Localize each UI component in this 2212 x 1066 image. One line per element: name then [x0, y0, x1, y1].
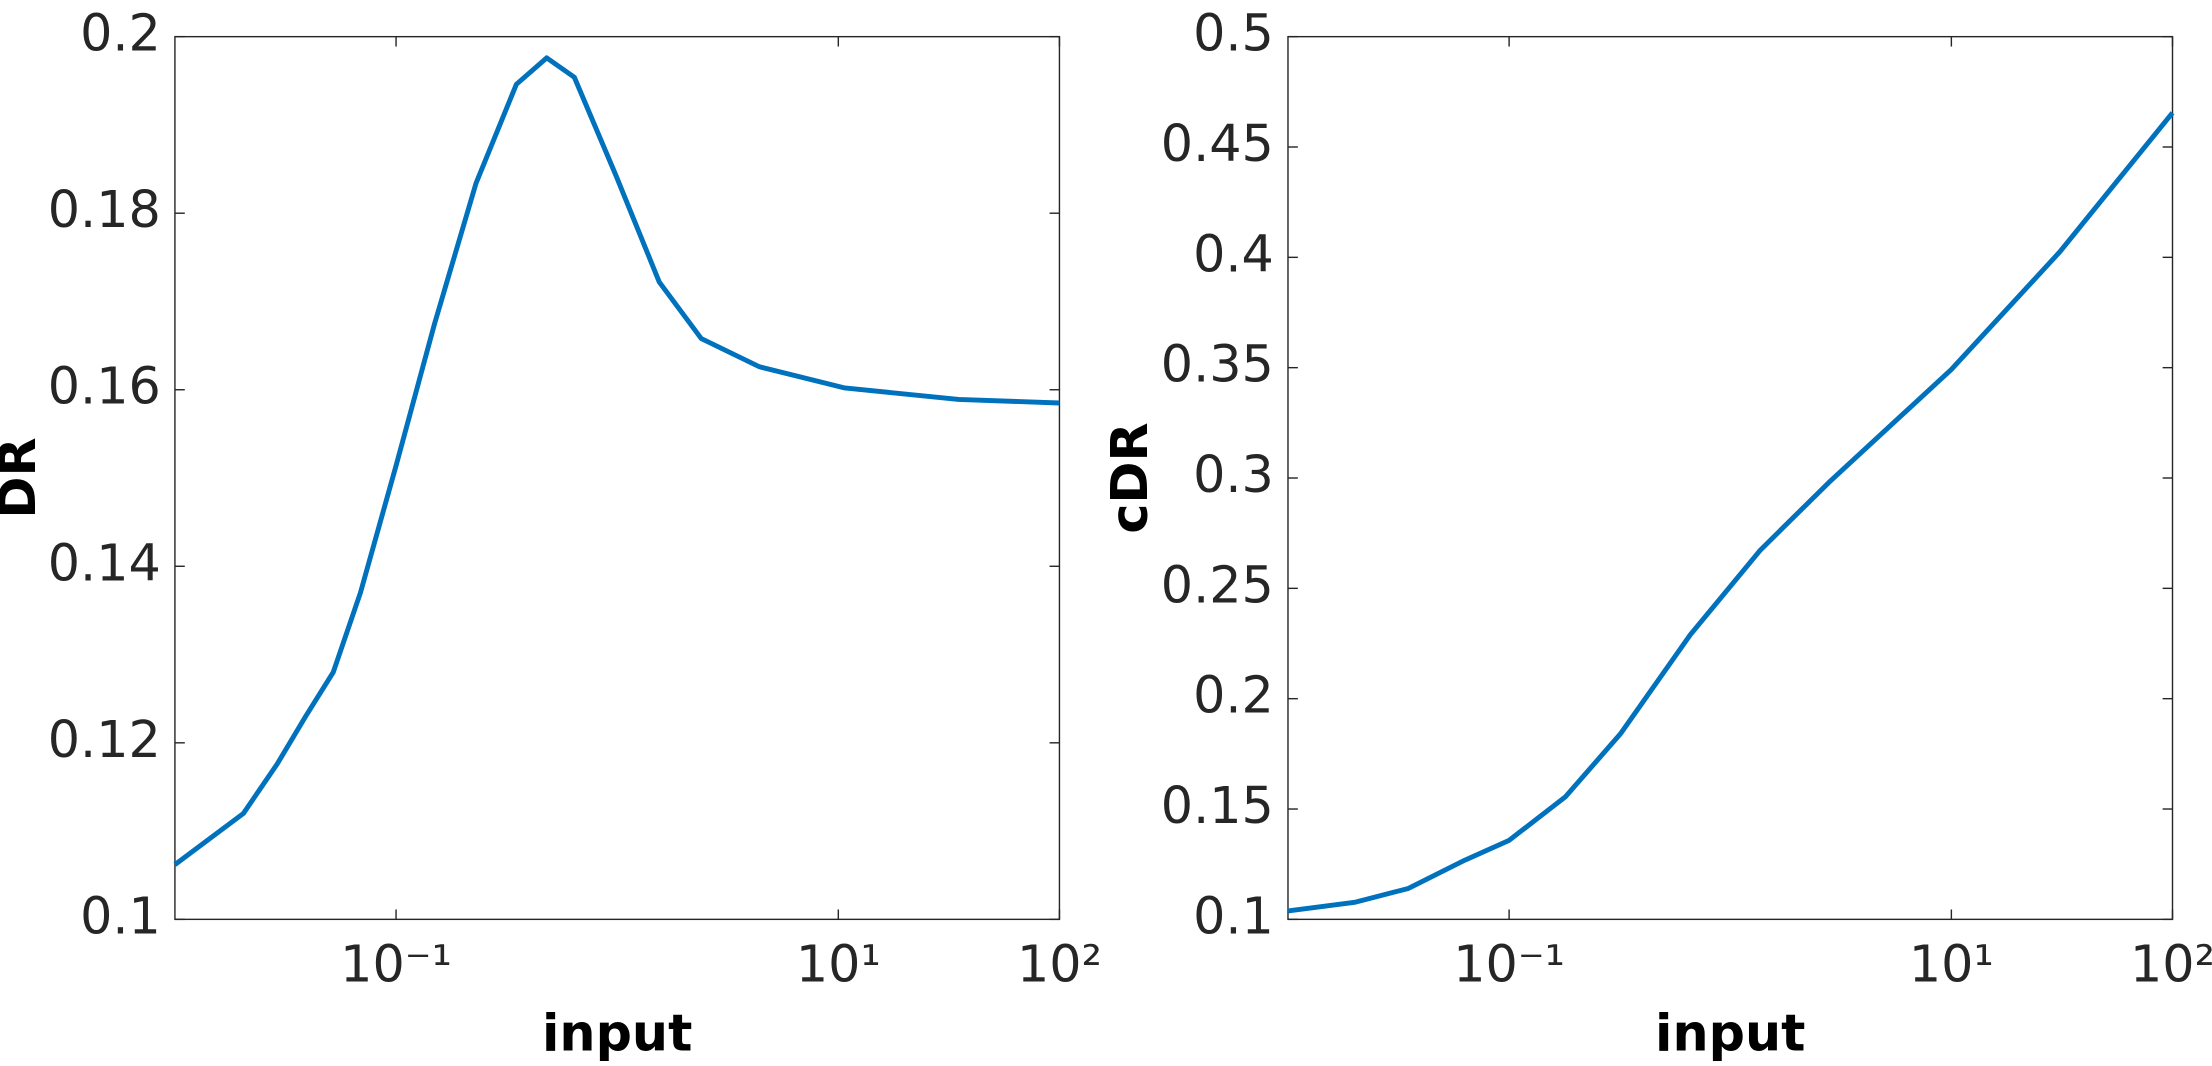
x-tick-label: 10²	[1017, 934, 1102, 993]
y-tick-label: 0.16	[48, 357, 161, 416]
x-tick-label: 10⁻¹	[340, 934, 452, 993]
data-line	[173, 55, 1060, 867]
axes-box	[174, 35, 1061, 921]
y-tick-label: 0.1	[1193, 886, 1274, 945]
x-tick-label: 10⁻¹	[1453, 934, 1565, 993]
y-tick-label: 0.18	[48, 180, 161, 239]
y-axis-label: cDR	[1100, 422, 1159, 533]
x-axis-label: input	[542, 1003, 692, 1062]
y-tick-label: 0.4	[1193, 224, 1274, 283]
y-tick-label: 0.3	[1193, 445, 1274, 504]
y-tick-label: 0.1	[80, 886, 161, 945]
axes-box	[1287, 35, 2174, 921]
y-tick-label: 0.2	[80, 4, 161, 63]
y-tick-label: 0.14	[48, 533, 161, 592]
y-tick-label: 0.2	[1193, 666, 1274, 725]
y-tick-label: 0.45	[1161, 114, 1274, 173]
y-axis-label: DR	[0, 437, 47, 518]
x-tick-label: 10¹	[796, 934, 881, 993]
y-tick-label: 0.15	[1161, 776, 1274, 835]
y-tick-label: 0.5	[1193, 4, 1274, 63]
x-tick-label: 10¹	[1909, 934, 1994, 993]
y-tick-label: 0.35	[1161, 335, 1274, 394]
data-line	[1287, 111, 2175, 914]
y-tick-label: 0.25	[1161, 555, 1274, 614]
y-tick-label: 0.12	[48, 710, 161, 769]
x-tick-label: 10²	[2130, 934, 2212, 993]
x-axis-label: input	[1655, 1003, 1805, 1062]
